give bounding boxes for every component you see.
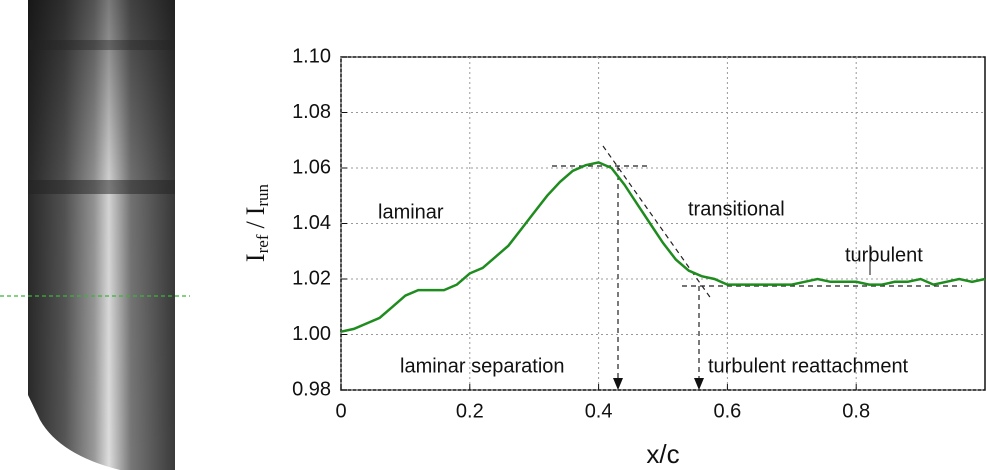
annotation: transitional	[688, 198, 785, 220]
x-tick-label: 0.2	[456, 400, 484, 422]
annotation: turbulent	[845, 244, 923, 266]
data-line	[340, 161, 986, 333]
annotation-lines	[552, 145, 962, 390]
annotation: laminar	[378, 201, 444, 223]
annotation: turbulent reattachment	[708, 355, 909, 377]
x-tick-label: 0.8	[842, 400, 870, 422]
y-axis-label-part: I	[241, 253, 270, 262]
y-axis-label-part: ref	[253, 234, 272, 253]
y-tick-label: 1.08	[292, 101, 331, 123]
y-tick-label: 1.10	[292, 45, 331, 67]
y-axis-label-part: /	[241, 221, 270, 229]
y-axis-label-part: run	[253, 183, 272, 206]
y-axis-label: Iref / Irun	[241, 183, 272, 262]
y-tick-label: 1.00	[292, 323, 331, 345]
annotation: laminar separation	[400, 355, 565, 377]
blade-image	[0, 0, 190, 470]
x-axis-label: x/c	[646, 439, 679, 469]
y-tick-label: 0.98	[292, 378, 331, 400]
y-axis-label-part: I	[241, 207, 270, 216]
y-tick-label: 1.06	[292, 156, 331, 178]
x-tick-label: 0.4	[585, 400, 613, 422]
y-tick-label: 1.04	[292, 212, 331, 234]
y-tick-label: 1.02	[292, 267, 331, 289]
x-tick-label: 0	[335, 400, 346, 422]
x-tick-label: 0.6	[713, 400, 741, 422]
